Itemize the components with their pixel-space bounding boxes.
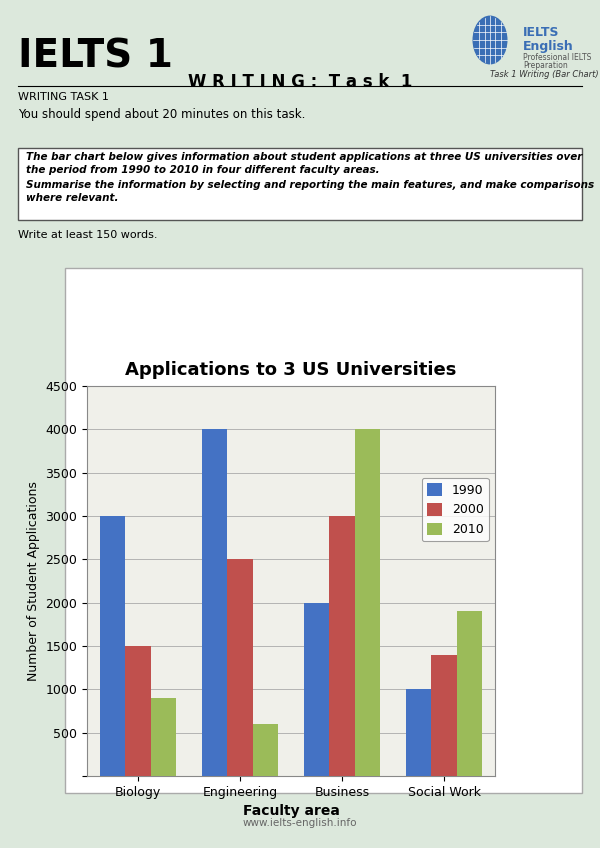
Bar: [304, 603, 329, 776]
Bar: [406, 689, 431, 776]
Text: English: English: [523, 40, 574, 53]
Bar: [125, 646, 151, 776]
Bar: [151, 698, 176, 776]
Text: where relevant.: where relevant.: [26, 193, 119, 203]
Bar: [227, 559, 253, 776]
Text: Preparation: Preparation: [523, 61, 568, 70]
Bar: [431, 655, 457, 776]
FancyBboxPatch shape: [18, 148, 582, 220]
Text: the period from 1990 to 2010 in four different faculty areas.: the period from 1990 to 2010 in four dif…: [26, 165, 380, 175]
Text: Summarise the information by selecting and reporting the main features, and make: Summarise the information by selecting a…: [26, 180, 594, 190]
Bar: [355, 429, 380, 776]
Y-axis label: Number of Student Applications: Number of Student Applications: [27, 481, 40, 681]
Text: IELTS 1: IELTS 1: [18, 38, 173, 76]
Bar: [457, 611, 482, 776]
Text: W R I T I N G :  T a s k  1: W R I T I N G : T a s k 1: [188, 73, 412, 91]
Text: Task 1 Writing (Bar Chart)  005: Task 1 Writing (Bar Chart) 005: [490, 70, 600, 79]
Bar: [329, 516, 355, 776]
Bar: [202, 429, 227, 776]
Text: Write at least 150 words.: Write at least 150 words.: [18, 230, 157, 240]
Bar: [253, 724, 278, 776]
FancyBboxPatch shape: [65, 268, 582, 793]
Text: Professional IELTS: Professional IELTS: [523, 53, 592, 62]
Text: www.ielts-english.info: www.ielts-english.info: [243, 818, 357, 828]
Title: Applications to 3 US Universities: Applications to 3 US Universities: [125, 360, 457, 379]
X-axis label: Faculty area: Faculty area: [242, 804, 340, 818]
Text: You should spend about 20 minutes on this task.: You should spend about 20 minutes on thi…: [18, 108, 305, 121]
Bar: [100, 516, 125, 776]
Circle shape: [473, 16, 507, 64]
Text: IELTS: IELTS: [523, 26, 560, 39]
Text: The bar chart below gives information about student applications at three US uni: The bar chart below gives information ab…: [26, 152, 583, 162]
Text: WRITING TASK 1: WRITING TASK 1: [18, 92, 109, 102]
Legend: 1990, 2000, 2010: 1990, 2000, 2010: [422, 478, 489, 541]
